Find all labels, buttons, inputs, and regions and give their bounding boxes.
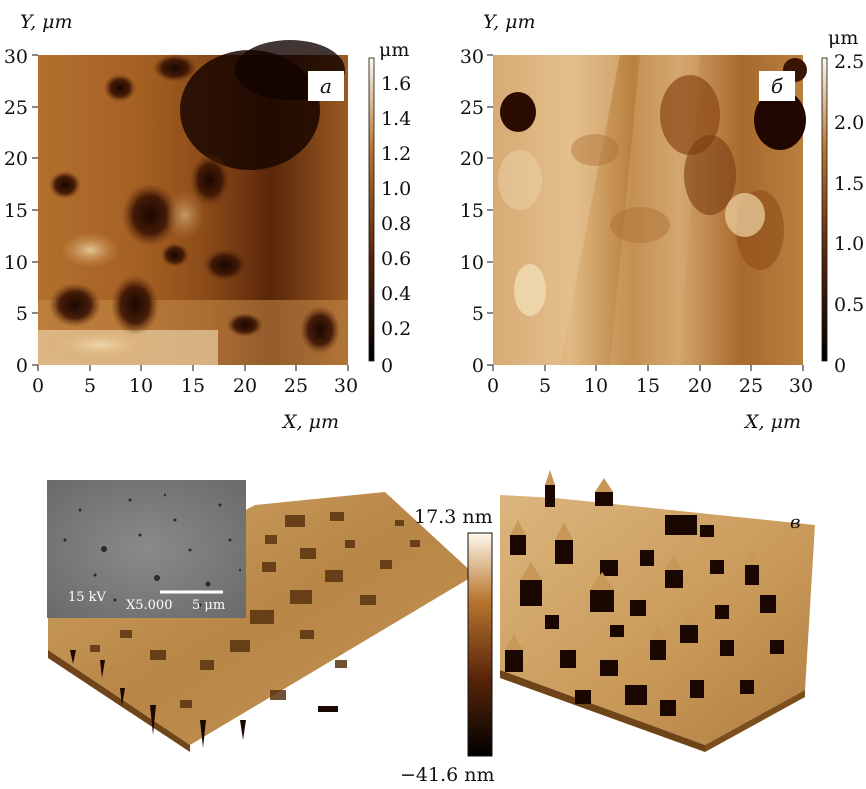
- panel-b-x-tick: 15: [636, 375, 660, 397]
- panel-b-y-tick: 25: [460, 97, 484, 119]
- panel-b-y-tick: 20: [460, 148, 484, 170]
- panel-a-x-label: X, μm: [281, 411, 339, 433]
- panel-a-afm-image: а: [38, 40, 348, 365]
- panel-b-y-tick: 15: [460, 200, 484, 222]
- panel-a-axes: [32, 54, 349, 371]
- panel-a-colorbar-tick: 1.6: [381, 73, 411, 95]
- panel-a-y-tick: 30: [4, 46, 28, 68]
- panel-a-colorbar-tick: 0.4: [381, 283, 411, 305]
- panel-b-y-label: Y, μm: [483, 11, 536, 33]
- panel-b-colorbar-tick: 1.0: [834, 233, 864, 255]
- panel-a-colorbar-tick: 0.6: [381, 248, 411, 270]
- panel-b-tag-box: [759, 71, 795, 101]
- panel-a-y-tick: 5: [16, 303, 28, 325]
- panel-a-colorbar-tick: 1.2: [381, 143, 411, 165]
- panel-b-y-tick: 0: [472, 355, 484, 377]
- panel-b-x-tick: 5: [539, 375, 551, 397]
- panel-b-colorbar-tick: 1.5: [834, 173, 864, 195]
- panel-b-x-label: X, μm: [743, 411, 801, 433]
- panel-a-x-tick: 5: [84, 375, 96, 397]
- panel-b-colorbar-tick: 0: [834, 355, 846, 377]
- panel-b-x-tick: 0: [487, 375, 499, 397]
- sem-inset: 15 kV X5.000 5 μm: [47, 480, 246, 618]
- panel-a-x-tick: 10: [129, 375, 153, 397]
- panel-a-x-tick: 20: [233, 375, 257, 397]
- panel-a-colorbar-tick: 0.2: [381, 318, 411, 340]
- panel-b-x-tick: 10: [584, 375, 608, 397]
- panel-a-colorbar-tick: 0.8: [381, 213, 411, 235]
- panel-b-colorbar-unit: μm: [828, 27, 858, 49]
- panel-a-x-tick: 25: [284, 375, 308, 397]
- panel-b-colorbar-tick: 0.5: [834, 294, 864, 316]
- panel-a-colorbar: μm 0 0.2 0.4 0.6 0.8 1.0 1.2 1.4 1.6: [368, 39, 411, 377]
- sem-magnification: X5.000: [126, 598, 172, 613]
- panel-b-y-tick: 5: [472, 303, 484, 325]
- panel-a-y-tick: 20: [4, 148, 28, 170]
- panel-b-colorbar-tick: 2.0: [834, 112, 864, 134]
- panel-b-tag: б: [771, 74, 784, 98]
- panel-c: 15 kV X5.000 5 μm 17.3 nm −41.6 nm: [47, 470, 815, 786]
- panel-a-y-tick: 0: [16, 355, 28, 377]
- panel-a-y-label: Y, μm: [20, 11, 73, 33]
- panel-a: Y, μm а: [4, 11, 411, 433]
- panel-b-x-tick: 20: [688, 375, 712, 397]
- afm-peaks: [505, 485, 784, 716]
- panel-a-y-tick: 25: [4, 97, 28, 119]
- panel-c-tag: в: [790, 512, 800, 533]
- panel-a-colorbar-unit: μm: [379, 39, 409, 61]
- panel-c-colorbar-max: 17.3 nm: [414, 506, 493, 528]
- panel-b-y-tick: 30: [460, 46, 484, 68]
- panel-b-colorbar: μm 0 0.5 1.0 1.5 2.0 2.5: [821, 27, 864, 377]
- panel-c-colorbar-min: −41.6 nm: [400, 764, 495, 785]
- panel-a-tag-box: [308, 71, 344, 101]
- panel-c-right-surface: в: [500, 470, 815, 752]
- panel-c-left-surface: [48, 492, 475, 752]
- panel-b-axes: [487, 54, 804, 371]
- panel-b-x-tick: 30: [789, 375, 813, 397]
- sem-voltage: 15 kV: [68, 590, 107, 605]
- panel-b: Y, μm б: [460, 11, 864, 433]
- panel-b-x-tick: 25: [739, 375, 763, 397]
- panel-a-y-tick: 15: [4, 200, 28, 222]
- panel-a-colorbar-tick: 1.4: [381, 108, 411, 130]
- panel-b-y-tick: 10: [460, 252, 484, 274]
- panel-a-colorbar-tick: 1.0: [381, 178, 411, 200]
- panel-b-colorbar-tick: 2.5: [834, 51, 864, 73]
- panel-a-colorbar-tick: 0: [381, 355, 393, 377]
- panel-a-y-tick: 10: [4, 252, 28, 274]
- panel-a-x-tick: 30: [334, 375, 358, 397]
- panel-a-x-tick: 15: [181, 375, 205, 397]
- afm-peak-tops: [505, 470, 759, 685]
- sem-scale-label: 5 μm: [192, 598, 225, 613]
- panel-a-tag: а: [320, 74, 332, 98]
- panel-b-afm-image: б: [493, 55, 807, 365]
- panel-a-x-tick: 0: [32, 375, 44, 397]
- panel-c-colorbar: 17.3 nm −41.6 nm: [400, 506, 495, 786]
